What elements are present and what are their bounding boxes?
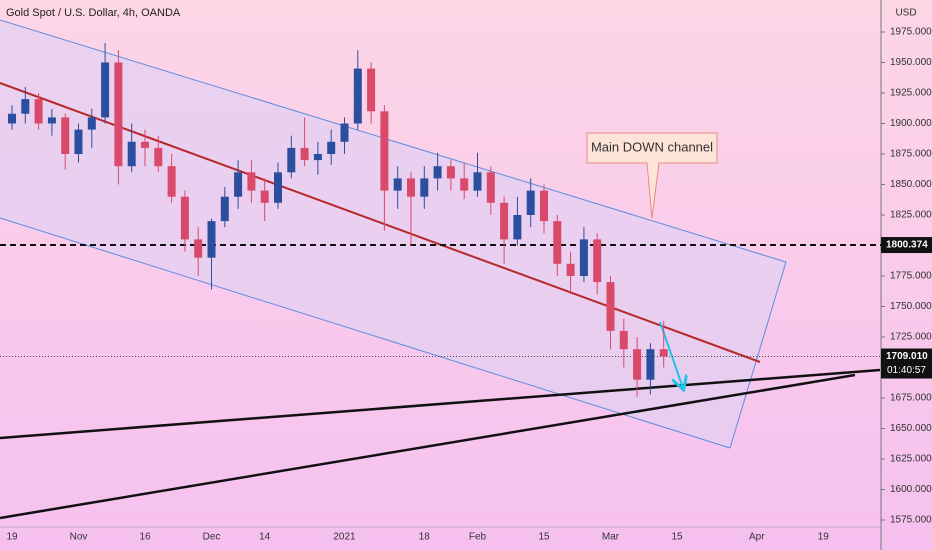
y-tick-label: 1950.000: [890, 57, 932, 68]
candle-body: [407, 178, 415, 197]
x-tick-label: 15: [671, 532, 683, 543]
candle-body: [127, 141, 136, 167]
candle-body: [659, 349, 668, 357]
x-tick-label: 18: [419, 532, 431, 543]
candle-body: [260, 190, 269, 203]
callout-text: Main DOWN channel: [591, 139, 713, 154]
y-tick-label: 1825.000: [890, 210, 932, 221]
countdown-label: 01:40:57: [887, 365, 926, 376]
candle-body: [180, 196, 189, 240]
candle-body: [579, 239, 588, 276]
currency-label: USD: [895, 8, 916, 19]
x-tick-label: 16: [139, 532, 151, 543]
price-tag: [881, 237, 932, 254]
candle-body: [21, 99, 30, 114]
candle-body: [327, 141, 336, 154]
candle-body: [460, 178, 469, 191]
candle-body: [234, 172, 243, 197]
candle-body: [34, 99, 43, 124]
x-tick-label: 19: [6, 532, 18, 543]
x-tick-label: Feb: [469, 532, 487, 543]
candle-body: [194, 239, 203, 258]
candle-body: [367, 68, 376, 112]
chart-title: Gold Spot / U.S. Dollar, 4h, OANDA: [6, 7, 181, 19]
candle-body: [101, 62, 110, 118]
candle-body: [446, 166, 455, 179]
y-tick-label: 1625.000: [890, 454, 932, 465]
candle-body: [47, 117, 56, 124]
candle-body: [646, 349, 655, 380]
last-price-tag: [881, 348, 932, 379]
candle-body: [380, 111, 389, 191]
channel-lower: [0, 217, 731, 449]
candle-body: [220, 196, 229, 222]
x-tick-label: Nov: [70, 532, 88, 543]
candle-body: [154, 147, 163, 167]
x-tick-label: 14: [259, 532, 271, 543]
candle-body: [167, 166, 176, 197]
callout-box: [586, 132, 718, 219]
x-tick-label: Dec: [203, 532, 221, 543]
support-line: [0, 373, 856, 520]
y-tick-label: 1600.000: [890, 484, 932, 495]
candle-body: [274, 172, 282, 203]
candle-body: [287, 147, 296, 173]
y-tick-label: 1900.000: [890, 118, 932, 129]
candle-body: [353, 68, 362, 124]
candle-body: [141, 141, 149, 148]
x-tick-label: Mar: [602, 532, 620, 543]
candle-body: [619, 330, 628, 350]
candle-body: [540, 190, 548, 222]
y-tick-label: 1925.000: [890, 88, 932, 99]
candle-body: [633, 349, 642, 380]
candle-body: [420, 178, 429, 197]
candle-body: [473, 172, 482, 191]
y-tick-label: 1975.000: [890, 27, 932, 38]
y-tick-label: 1575.000: [890, 515, 932, 526]
candle-body: [513, 215, 522, 240]
last-price-label: 1709.010: [886, 351, 928, 362]
candle-body: [593, 239, 602, 283]
x-tick-label: 19: [818, 532, 830, 543]
candle-body: [553, 221, 562, 264]
candle-body: [433, 166, 442, 179]
x-tick-label: 2021: [333, 532, 356, 543]
candle-body: [340, 123, 349, 142]
drawings: Main DOWN channel: [0, 19, 881, 520]
channel-edge: [729, 261, 787, 449]
candle-body: [74, 129, 83, 154]
candle-body: [606, 282, 615, 331]
y-tick-label: 1775.000: [890, 271, 932, 282]
candle-body: [114, 62, 123, 167]
candle-body: [207, 221, 216, 258]
candle-body: [566, 263, 575, 276]
y-tick-label: 1750.000: [890, 301, 932, 312]
x-tick-label: 15: [538, 532, 550, 543]
candle-body: [247, 172, 256, 191]
y-tick-label: 1675.000: [890, 393, 932, 404]
channel-upper: [0, 19, 787, 263]
y-tick-label: 1850.000: [890, 179, 932, 190]
candle-body: [393, 178, 402, 191]
candle-body: [500, 202, 509, 240]
channel-fill: [0, 20, 786, 448]
candle-body: [313, 154, 322, 161]
y-tick-label: 1650.000: [890, 423, 932, 434]
candle-body: [486, 172, 495, 203]
y-tick-label: 1875.000: [890, 149, 932, 160]
channel-midline: [0, 82, 761, 363]
candle-body: [526, 190, 535, 215]
x-tick-label: Apr: [749, 532, 765, 543]
price-tag-label: 1800.374: [886, 240, 928, 251]
candle-body: [300, 147, 309, 161]
candle-body: [87, 117, 96, 130]
support-line: [0, 368, 881, 440]
candle-body: [61, 117, 70, 154]
y-tick-label: 1725.000: [890, 332, 932, 343]
candle-body: [8, 113, 16, 124]
